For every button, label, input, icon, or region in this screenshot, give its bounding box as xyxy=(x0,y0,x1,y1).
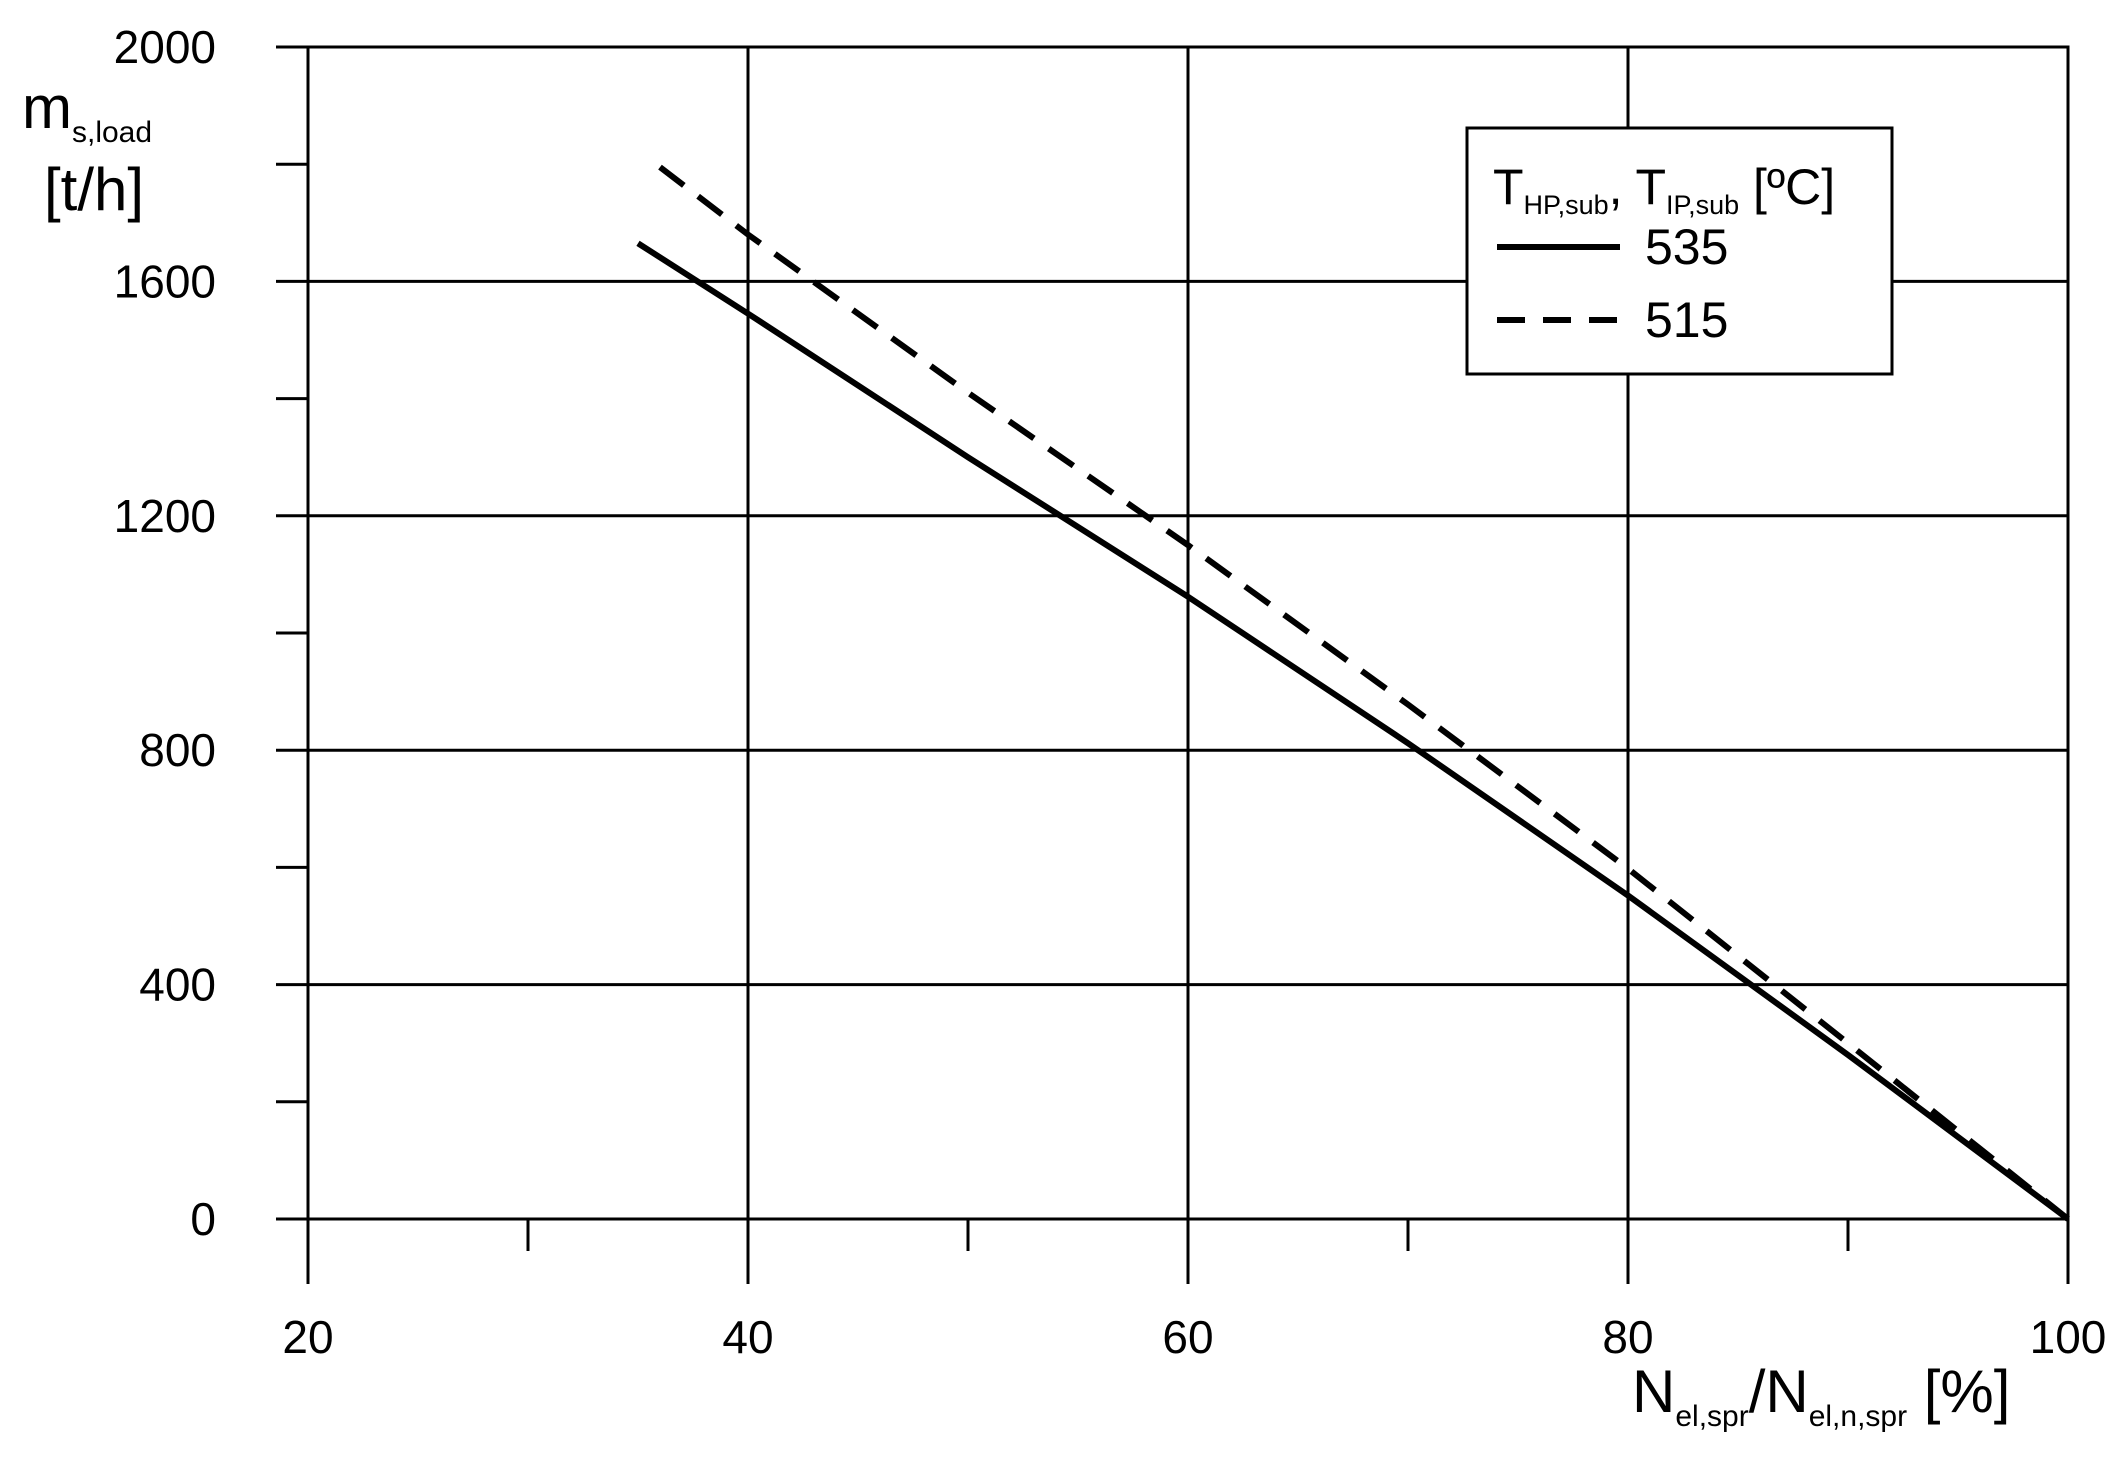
x-tick-label: 40 xyxy=(722,1311,773,1363)
x-tick-label: 60 xyxy=(1162,1311,1213,1363)
y-axis-title: ms,load xyxy=(22,74,152,149)
y-tick-label: 400 xyxy=(139,959,216,1011)
axis-ticks xyxy=(276,162,1850,1251)
y-tick-label: 0 xyxy=(190,1193,216,1245)
plot-frame xyxy=(306,45,2070,1221)
series-line-515 xyxy=(658,164,2070,1222)
legend-title: THP,sub, TIP,sub [ºC] xyxy=(1493,159,1835,220)
series-lines xyxy=(636,164,2070,1222)
x-tick-label: 20 xyxy=(282,1311,333,1363)
x-tick-label: 100 xyxy=(2030,1311,2107,1363)
y-tick-label: 2000 xyxy=(114,21,216,73)
y-tick-label: 1200 xyxy=(114,490,216,542)
y-axis-unit: [t/h] xyxy=(44,156,144,223)
legend-box xyxy=(1465,126,1894,376)
legend: THP,sub, TIP,sub [ºC] 535 515 xyxy=(1465,126,1894,376)
legend-label-515: 515 xyxy=(1645,292,1728,348)
y-tick-label: 800 xyxy=(139,724,216,776)
y-tick-label: 1600 xyxy=(114,255,216,307)
series-line-535 xyxy=(636,240,2070,1222)
x-axis-title: Nel,spr/Nel,n,spr [%] xyxy=(1632,1358,2010,1433)
tick-labels: 20 40 60 80 100 0 400 800 1200 1600 2000 xyxy=(114,21,2107,1363)
x-tick-label: 80 xyxy=(1602,1311,1653,1363)
legend-label-535: 535 xyxy=(1645,219,1728,275)
